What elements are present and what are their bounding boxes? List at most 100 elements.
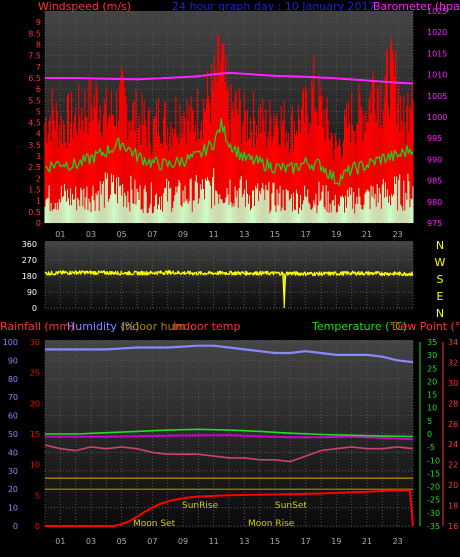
barometer-tick: 990: [427, 155, 442, 164]
windspeed-tick: 0.5: [28, 208, 41, 217]
graph-title: 24 hour graph day : 10 January 2017: [172, 0, 376, 13]
humidity-tick: 0: [13, 522, 18, 531]
climate-panel-lines: [44, 344, 414, 527]
hour-tick: 11: [209, 537, 219, 546]
compass-s: S: [437, 273, 444, 286]
rain-tick: 5: [35, 491, 40, 500]
dewpoint-tick: 16: [448, 522, 458, 531]
windspeed-tick: 9: [36, 18, 41, 27]
rainfall-label: Rainfall (mm): [0, 320, 74, 333]
compass-e: E: [437, 290, 444, 303]
hour-tick: 09: [178, 537, 188, 546]
rain-tick: 10: [30, 461, 40, 470]
barometer-tick: 1005: [427, 92, 447, 101]
compass-n: N: [436, 239, 444, 252]
humidity-tick: 10: [8, 504, 18, 513]
humidity-tick: 60: [8, 412, 18, 421]
rain-axis-ticks: 0 5 10 15 20 25 30: [30, 338, 40, 531]
barometer-axis-ticks: 975 980 985 990 995 1000 1005 1010 1015 1020 1025: [427, 7, 447, 228]
barometer-tick: 975: [427, 219, 442, 228]
dewpoint-tick: 24: [448, 440, 458, 449]
windspeed-tick: 4: [36, 130, 41, 139]
windspeed-tick: 8: [36, 40, 41, 49]
humidity-tick: 30: [8, 467, 18, 476]
hour-tick: 17: [301, 537, 311, 546]
dewpoint-axis-ticks: 16 18 20 22 24 26 28 30 32 34: [442, 338, 458, 531]
direction-line: [44, 270, 414, 305]
humidity-tick: 50: [8, 430, 18, 439]
windspeed-tick: 2: [36, 174, 41, 183]
barometer-tick: 980: [427, 198, 442, 207]
hour-tick: 13: [239, 230, 249, 239]
hour-tick: 17: [301, 230, 311, 239]
windspeed-tick: 6.5: [28, 74, 41, 83]
direction-panel-grid: [44, 243, 414, 309]
dewpoint-tick: 30: [448, 379, 458, 388]
direction-panel-lines: [44, 270, 414, 308]
humidity-tick: 20: [8, 485, 18, 494]
windspeed-tick: 5: [36, 107, 41, 116]
dewpoint-tick: 34: [448, 338, 458, 347]
hour-tick: 21: [362, 230, 372, 239]
direction-tick: 90: [27, 288, 37, 297]
windspeed-tick: 2.5: [28, 163, 41, 172]
temperature-tick: -15: [427, 469, 440, 478]
windspeed-tick: 5.5: [28, 96, 41, 105]
indoor-hum-label: Indoor hum: [122, 320, 185, 333]
windspeed-tick: 1.5: [28, 186, 41, 195]
direction-tick: 270: [22, 256, 37, 265]
event-moon-rise: Moon Rise: [248, 519, 295, 529]
dewpoint-tick: 32: [448, 358, 458, 367]
hour-tick: 03: [86, 537, 96, 546]
humidity-line: [45, 344, 414, 364]
rain-tick: 15: [30, 430, 40, 439]
barometer-tick: 1020: [427, 28, 447, 37]
humidity-tick: 100: [3, 338, 18, 347]
dew-point-label: Dew Point (°C): [392, 320, 460, 333]
dewpoint-tick: 20: [448, 481, 458, 490]
rain-tick: 0: [35, 522, 40, 531]
windspeed-tick: 0: [36, 219, 41, 228]
direction-tick: 360: [22, 240, 37, 249]
rain-line: [45, 489, 414, 527]
rain-tick: 30: [30, 338, 40, 347]
dew-point-line: [45, 434, 414, 441]
hour-tick: 19: [331, 230, 341, 239]
dewpoint-tick: 18: [448, 502, 458, 511]
dewpoint-tick: 28: [448, 399, 458, 408]
hour-tick: 15: [270, 230, 280, 239]
temperature-tick: -35: [427, 522, 440, 531]
humidity-axis-ticks: 0 10 20 30 40 50 60 70 80 90 100: [3, 338, 18, 531]
windspeed-label: Windspeed (m/s): [38, 0, 131, 13]
windspeed-tick: 4.5: [28, 119, 41, 128]
temperature-tick: 10: [427, 404, 437, 413]
temperature-tick: 5: [427, 417, 432, 426]
gust-line: [44, 117, 414, 186]
humidity-tick: 90: [8, 356, 18, 365]
temperature-line: [45, 428, 414, 438]
windspeed-axis-ticks: 0 0.5 1 1.5 2 2.5 3 3.5 4 4.5 5 5.5 6 6.5 7 7.5 8 8.5 9: [28, 18, 41, 228]
barometer-label: Barometer (hpa): [373, 0, 460, 13]
temperature-tick: -10: [427, 456, 440, 465]
indoor-temp-line: [44, 444, 414, 463]
temperature-tick: 15: [427, 391, 437, 400]
direction-tick: 180: [22, 272, 37, 281]
temperature-tick: -25: [427, 496, 440, 505]
barometer-line: [45, 71, 414, 85]
barometer-tick: 995: [427, 134, 442, 143]
hour-tick: 13: [239, 537, 249, 546]
hour-tick: 07: [147, 230, 157, 239]
temperature-tick: 0: [427, 430, 432, 439]
temperature-tick: 35: [427, 338, 437, 347]
hour-tick: 21: [362, 537, 372, 546]
barometer-tick: 1025: [427, 7, 447, 16]
compass-w: W: [435, 256, 446, 269]
dewpoint-tick: 22: [448, 461, 458, 470]
rain-tick: 20: [30, 399, 40, 408]
windspeed-tick: 3: [36, 152, 41, 161]
humidity-tick: 80: [8, 375, 18, 384]
indoor-temp-label: Indoor temp: [173, 320, 240, 333]
